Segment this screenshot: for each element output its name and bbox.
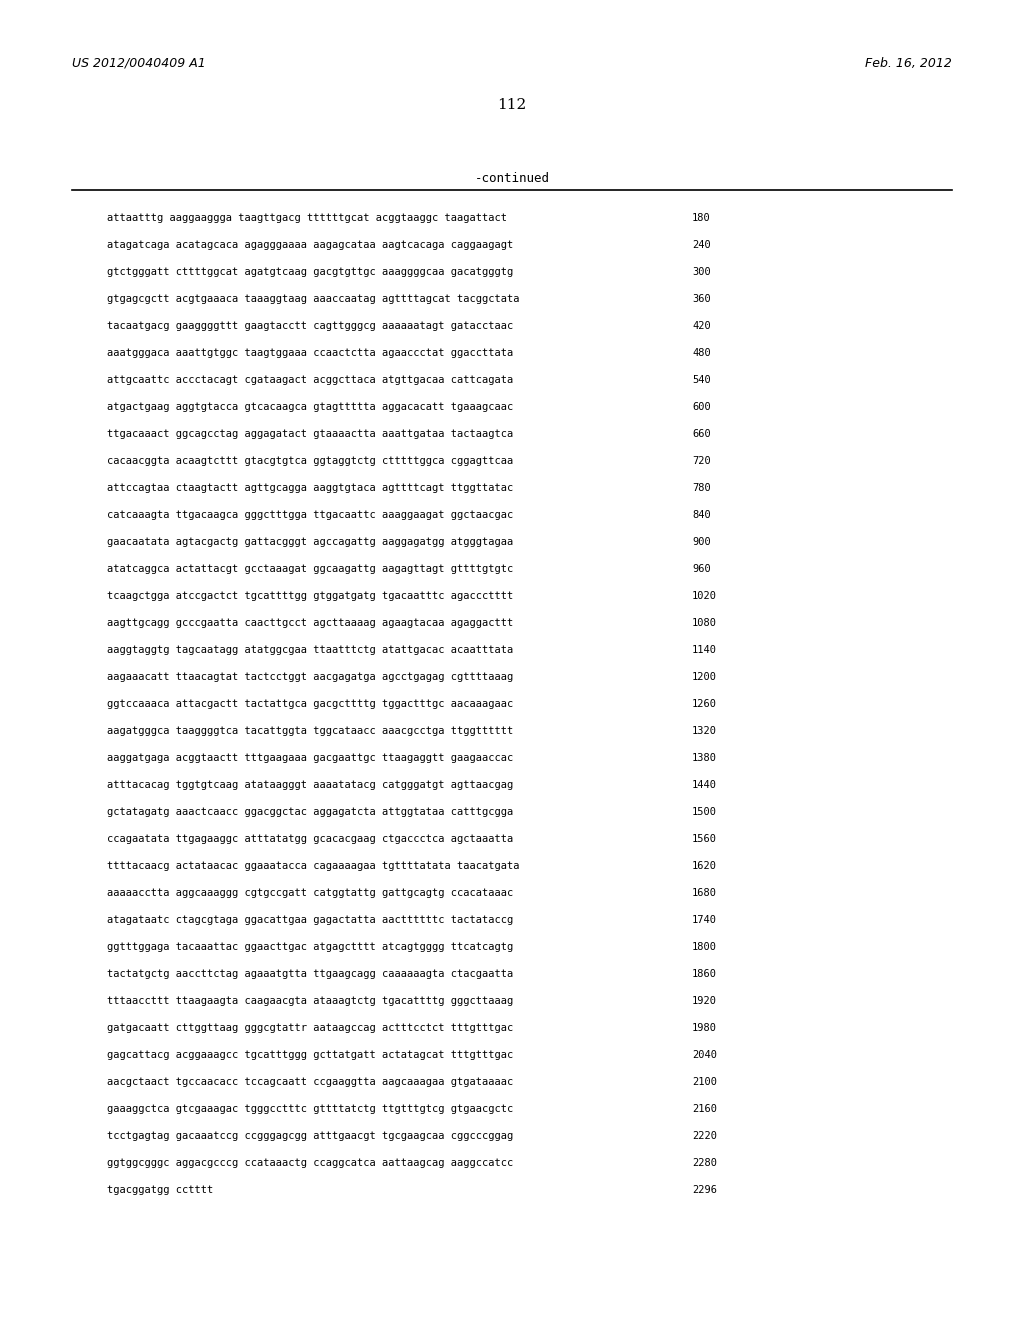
Text: 300: 300 — [692, 267, 711, 277]
Text: aaggatgaga acggtaactt tttgaagaaa gacgaattgc ttaagaggtt gaagaaccac: aaggatgaga acggtaactt tttgaagaaa gacgaat… — [106, 752, 513, 763]
Text: 660: 660 — [692, 429, 711, 440]
Text: attaatttg aaggaaggga taagttgacg ttttttgcat acggtaaggc taagattact: attaatttg aaggaaggga taagttgacg ttttttgc… — [106, 213, 507, 223]
Text: catcaaagta ttgacaagca gggctttgga ttgacaattc aaaggaagat ggctaacgac: catcaaagta ttgacaagca gggctttgga ttgacaa… — [106, 510, 513, 520]
Text: US 2012/0040409 A1: US 2012/0040409 A1 — [72, 57, 206, 70]
Text: ggtggcgggc aggacgcccg ccataaactg ccaggcatca aattaagcag aaggccatcc: ggtggcgggc aggacgcccg ccataaactg ccaggca… — [106, 1158, 513, 1168]
Text: aacgctaact tgccaacacc tccagcaatt ccgaaggtta aagcaaagaa gtgataaaac: aacgctaact tgccaacacc tccagcaatt ccgaagg… — [106, 1077, 513, 1086]
Text: gctatagatg aaactcaacc ggacggctac aggagatcta attggtataa catttgcgga: gctatagatg aaactcaacc ggacggctac aggagat… — [106, 807, 513, 817]
Text: 2280: 2280 — [692, 1158, 717, 1168]
Text: 2100: 2100 — [692, 1077, 717, 1086]
Text: aagttgcagg gcccgaatta caacttgcct agcttaaaag agaagtacaa agaggacttt: aagttgcagg gcccgaatta caacttgcct agcttaa… — [106, 618, 513, 628]
Text: 1020: 1020 — [692, 591, 717, 601]
Text: ttgacaaact ggcagcctag aggagatact gtaaaactta aaattgataa tactaagtca: ttgacaaact ggcagcctag aggagatact gtaaaac… — [106, 429, 513, 440]
Text: 2296: 2296 — [692, 1185, 717, 1195]
Text: aagaaacatt ttaacagtat tactcctggt aacgagatga agcctgagag cgttttaaag: aagaaacatt ttaacagtat tactcctggt aacgaga… — [106, 672, 513, 682]
Text: atttacacag tggtgtcaag atataagggt aaaatatacg catgggatgt agttaacgag: atttacacag tggtgtcaag atataagggt aaaatat… — [106, 780, 513, 789]
Text: cacaacggta acaagtcttt gtacgtgtca ggtaggtctg ctttttggca cggagttcaa: cacaacggta acaagtcttt gtacgtgtca ggtaggt… — [106, 455, 513, 466]
Text: 2220: 2220 — [692, 1131, 717, 1140]
Text: 1680: 1680 — [692, 888, 717, 898]
Text: aagatgggca taaggggtca tacattggta tggcataacc aaacgcctga ttggtttttt: aagatgggca taaggggtca tacattggta tggcata… — [106, 726, 513, 737]
Text: 1260: 1260 — [692, 700, 717, 709]
Text: 1200: 1200 — [692, 672, 717, 682]
Text: 960: 960 — [692, 564, 711, 574]
Text: 1080: 1080 — [692, 618, 717, 628]
Text: Feb. 16, 2012: Feb. 16, 2012 — [865, 57, 952, 70]
Text: 480: 480 — [692, 348, 711, 358]
Text: gtgagcgctt acgtgaaaca taaaggtaag aaaccaatag agttttagcat tacggctata: gtgagcgctt acgtgaaaca taaaggtaag aaaccaa… — [106, 294, 519, 304]
Text: gtctgggatt cttttggcat agatgtcaag gacgtgttgc aaaggggcaa gacatgggtg: gtctgggatt cttttggcat agatgtcaag gacgtgt… — [106, 267, 513, 277]
Text: 360: 360 — [692, 294, 711, 304]
Text: 1860: 1860 — [692, 969, 717, 979]
Text: tgacggatgg cctttt: tgacggatgg cctttt — [106, 1185, 213, 1195]
Text: tttaaccttt ttaagaagta caagaacgta ataaagtctg tgacattttg gggcttaaag: tttaaccttt ttaagaagta caagaacgta ataaagt… — [106, 997, 513, 1006]
Text: tacaatgacg gaaggggttt gaagtacctt cagttgggcg aaaaaatagt gatacctaac: tacaatgacg gaaggggttt gaagtacctt cagttgg… — [106, 321, 513, 331]
Text: 1740: 1740 — [692, 915, 717, 925]
Text: 1140: 1140 — [692, 645, 717, 655]
Text: tcctgagtag gacaaatccg ccgggagcgg atttgaacgt tgcgaagcaa cggcccggag: tcctgagtag gacaaatccg ccgggagcgg atttgaa… — [106, 1131, 513, 1140]
Text: attccagtaa ctaagtactt agttgcagga aaggtgtaca agttttcagt ttggttatac: attccagtaa ctaagtactt agttgcagga aaggtgt… — [106, 483, 513, 492]
Text: 1620: 1620 — [692, 861, 717, 871]
Text: 1920: 1920 — [692, 997, 717, 1006]
Text: 600: 600 — [692, 403, 711, 412]
Text: aaaaacctta aggcaaaggg cgtgccgatt catggtattg gattgcagtg ccacataaac: aaaaacctta aggcaaaggg cgtgccgatt catggta… — [106, 888, 513, 898]
Text: 180: 180 — [692, 213, 711, 223]
Text: tcaagctgga atccgactct tgcattttgg gtggatgatg tgacaatttc agaccctttt: tcaagctgga atccgactct tgcattttgg gtggatg… — [106, 591, 513, 601]
Text: ggtttggaga tacaaattac ggaacttgac atgagctttt atcagtgggg ttcatcagtg: ggtttggaga tacaaattac ggaacttgac atgagct… — [106, 942, 513, 952]
Text: ttttacaacg actataacac ggaaatacca cagaaaagaa tgttttatata taacatgata: ttttacaacg actataacac ggaaatacca cagaaaa… — [106, 861, 519, 871]
Text: 1560: 1560 — [692, 834, 717, 843]
Text: atagatcaga acatagcaca agagggaaaa aagagcataa aagtcacaga caggaagagt: atagatcaga acatagcaca agagggaaaa aagagca… — [106, 240, 513, 249]
Text: gaaaggctca gtcgaaagac tgggcctttc gttttatctg ttgtttgtcg gtgaacgctc: gaaaggctca gtcgaaagac tgggcctttc gttttat… — [106, 1104, 513, 1114]
Text: atagataatc ctagcgtaga ggacattgaa gagactatta aacttttttc tactataccg: atagataatc ctagcgtaga ggacattgaa gagacta… — [106, 915, 513, 925]
Text: 420: 420 — [692, 321, 711, 331]
Text: 1380: 1380 — [692, 752, 717, 763]
Text: attgcaattc accctacagt cgataagact acggcttaca atgttgacaa cattcagata: attgcaattc accctacagt cgataagact acggctt… — [106, 375, 513, 385]
Text: 112: 112 — [498, 98, 526, 112]
Text: ccagaatata ttgagaaggc atttatatgg gcacacgaag ctgaccctca agctaaatta: ccagaatata ttgagaaggc atttatatgg gcacacg… — [106, 834, 513, 843]
Text: gaacaatata agtacgactg gattacgggt agccagattg aaggagatgg atgggtagaa: gaacaatata agtacgactg gattacgggt agccaga… — [106, 537, 513, 546]
Text: 540: 540 — [692, 375, 711, 385]
Text: aaggtaggtg tagcaatagg atatggcgaa ttaatttctg atattgacac acaatttata: aaggtaggtg tagcaatagg atatggcgaa ttaattt… — [106, 645, 513, 655]
Text: gagcattacg acggaaagcc tgcatttggg gcttatgatt actatagcat tttgtttgac: gagcattacg acggaaagcc tgcatttggg gcttatg… — [106, 1049, 513, 1060]
Text: atgactgaag aggtgtacca gtcacaagca gtagttttta aggacacatt tgaaagcaac: atgactgaag aggtgtacca gtcacaagca gtagttt… — [106, 403, 513, 412]
Text: 1500: 1500 — [692, 807, 717, 817]
Text: ggtccaaaca attacgactt tactattgca gacgcttttg tggactttgc aacaaagaac: ggtccaaaca attacgactt tactattgca gacgctt… — [106, 700, 513, 709]
Text: 720: 720 — [692, 455, 711, 466]
Text: tactatgctg aaccttctag agaaatgtta ttgaagcagg caaaaaagta ctacgaatta: tactatgctg aaccttctag agaaatgtta ttgaagc… — [106, 969, 513, 979]
Text: 1440: 1440 — [692, 780, 717, 789]
Text: 840: 840 — [692, 510, 711, 520]
Text: 1320: 1320 — [692, 726, 717, 737]
Text: 1980: 1980 — [692, 1023, 717, 1034]
Text: 2160: 2160 — [692, 1104, 717, 1114]
Text: atatcaggca actattacgt gcctaaagat ggcaagattg aagagttagt gttttgtgtc: atatcaggca actattacgt gcctaaagat ggcaaga… — [106, 564, 513, 574]
Text: -continued: -continued — [474, 172, 550, 185]
Text: 2040: 2040 — [692, 1049, 717, 1060]
Text: aaatgggaca aaattgtggc taagtggaaa ccaactctta agaaccctat ggaccttata: aaatgggaca aaattgtggc taagtggaaa ccaactc… — [106, 348, 513, 358]
Text: 1800: 1800 — [692, 942, 717, 952]
Text: 900: 900 — [692, 537, 711, 546]
Text: 240: 240 — [692, 240, 711, 249]
Text: 780: 780 — [692, 483, 711, 492]
Text: gatgacaatt cttggttaag gggcgtattr aataagccag actttcctct tttgtttgac: gatgacaatt cttggttaag gggcgtattr aataagc… — [106, 1023, 513, 1034]
